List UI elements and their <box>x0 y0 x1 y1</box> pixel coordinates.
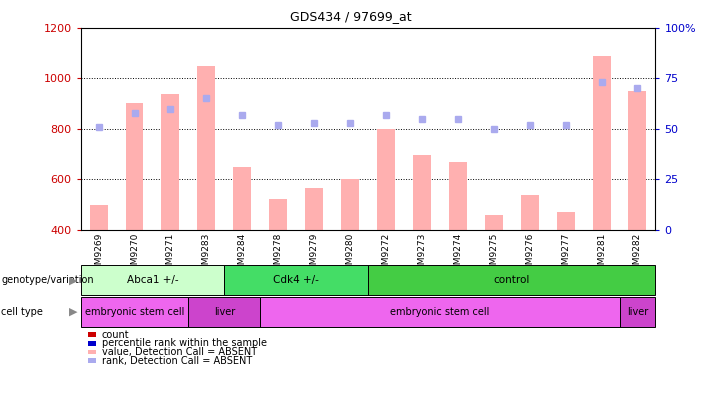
Bar <box>449 162 467 230</box>
Text: percentile rank within the sample: percentile rank within the sample <box>102 338 266 348</box>
Bar <box>629 91 646 230</box>
Text: count: count <box>102 329 129 340</box>
Bar <box>377 129 395 230</box>
Bar <box>557 212 575 230</box>
Text: Abca1 +/-: Abca1 +/- <box>127 275 178 285</box>
Text: control: control <box>494 275 530 285</box>
Text: Cdk4 +/-: Cdk4 +/- <box>273 275 319 285</box>
Bar <box>198 67 215 230</box>
Text: embryonic stem cell: embryonic stem cell <box>390 307 489 317</box>
Text: value, Detection Call = ABSENT: value, Detection Call = ABSENT <box>102 347 257 357</box>
Text: GDS434 / 97699_at: GDS434 / 97699_at <box>290 10 411 23</box>
Bar <box>90 205 107 230</box>
Text: genotype/variation: genotype/variation <box>1 275 94 285</box>
Bar <box>521 195 538 230</box>
Text: ▶: ▶ <box>69 275 77 285</box>
Text: embryonic stem cell: embryonic stem cell <box>85 307 184 317</box>
Text: ▶: ▶ <box>69 307 77 317</box>
Bar <box>485 215 503 230</box>
Bar <box>341 179 359 230</box>
Bar <box>269 199 287 230</box>
Bar <box>161 93 179 230</box>
Text: liver: liver <box>214 307 235 317</box>
Text: rank, Detection Call = ABSENT: rank, Detection Call = ABSENT <box>102 356 252 366</box>
Text: liver: liver <box>627 307 648 317</box>
Bar <box>305 188 323 230</box>
Bar <box>413 155 431 230</box>
Bar <box>125 103 144 230</box>
Text: cell type: cell type <box>1 307 43 317</box>
Bar <box>233 167 251 230</box>
Bar <box>592 56 611 230</box>
